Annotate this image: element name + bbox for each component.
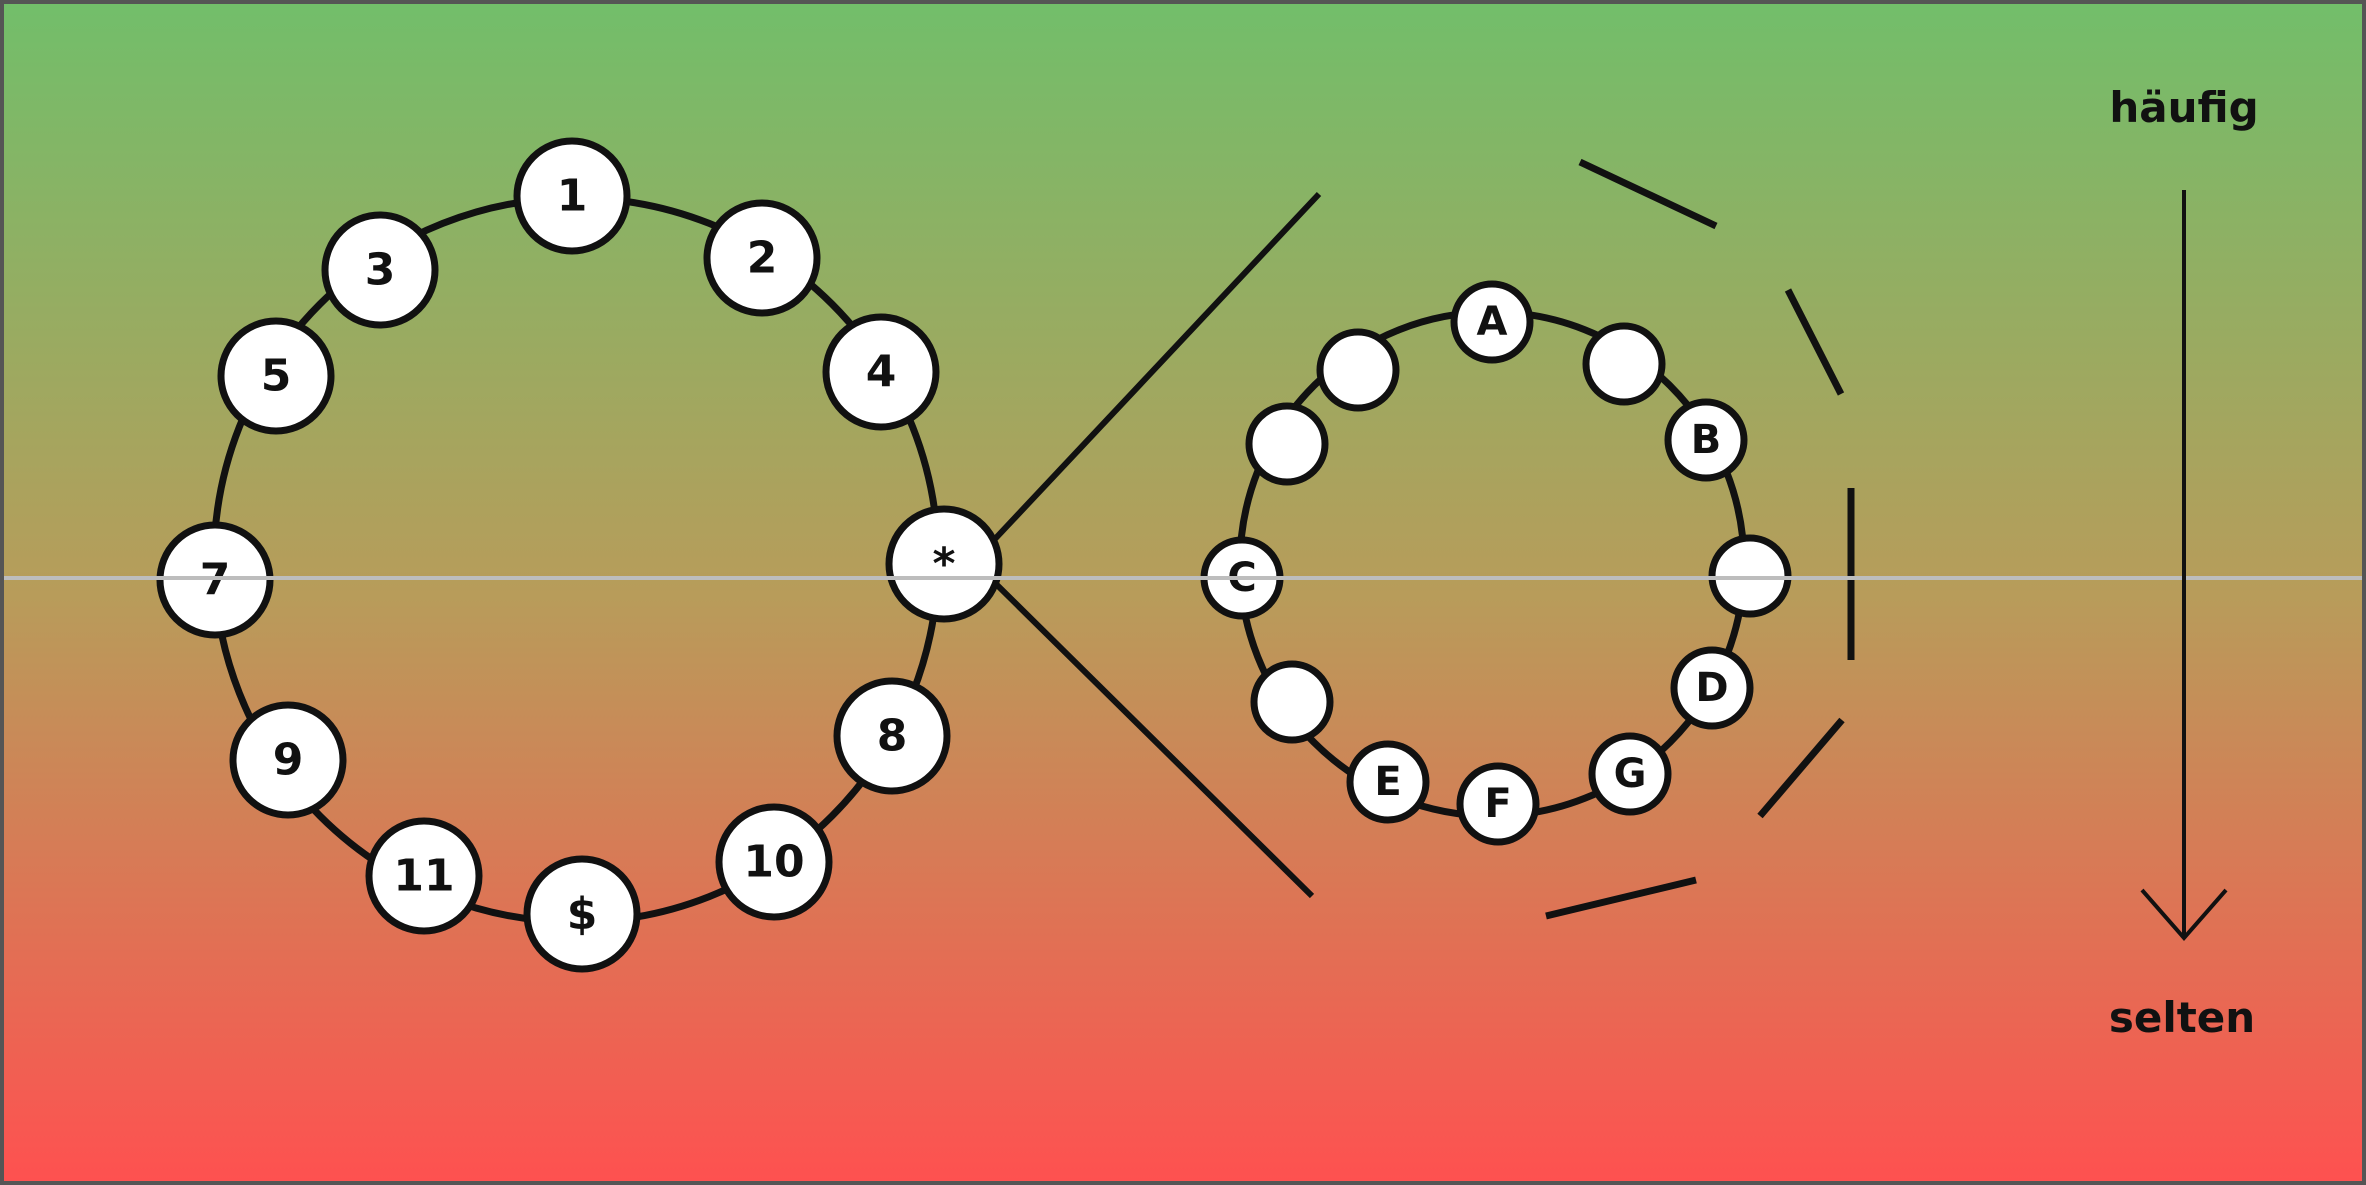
gradient-background	[4, 4, 2362, 1181]
small-ring-node-circle	[1664, 398, 1748, 482]
dash-segment	[1757, 717, 1845, 819]
small-ring-node	[1582, 322, 1666, 406]
large-ring-node-label: 8	[877, 711, 908, 762]
large-ring-node-circle	[833, 677, 951, 795]
large-ring-node: $	[523, 855, 641, 973]
small-ring-node-circle	[1316, 328, 1400, 412]
small-ring-node	[1250, 660, 1334, 744]
large-ring-node-label: 3	[365, 245, 396, 296]
large-ring-node-label: 2	[747, 233, 778, 284]
small-ring-node: B	[1664, 398, 1748, 482]
large-ring-node-circle	[229, 701, 347, 819]
small-ring-node-label: D	[1695, 665, 1728, 711]
large-ring-node-label: 11	[393, 851, 454, 902]
dash-segment	[1545, 876, 1697, 920]
large-ring-node-label: *	[932, 539, 955, 590]
arrow-head-icon	[2140, 888, 2228, 942]
large-ring-node: 3	[321, 211, 439, 329]
legend-bottom-label: selten	[2109, 993, 2255, 1042]
small-ring-node	[1316, 328, 1400, 412]
small-ring-node-label: B	[1691, 417, 1722, 463]
large-ring-node-circle	[523, 855, 641, 973]
small-ring-node-circle	[1250, 660, 1334, 744]
large-ring-node: 10	[715, 803, 833, 921]
legend-top-label: häufig	[2109, 83, 2258, 132]
large-ring-node: 5	[217, 317, 335, 435]
large-ring-node: *	[885, 505, 1003, 623]
large-ring-node-circle	[365, 817, 483, 935]
large-ring-node: 4	[822, 313, 940, 431]
small-ring-node-circle	[1456, 762, 1540, 846]
large-ring-node-circle	[321, 211, 439, 329]
large-ring-node-label: 9	[273, 735, 304, 786]
large-ring-node-label: 10	[743, 837, 804, 888]
small-ring-node-label: E	[1374, 759, 1401, 805]
dash-segment	[1784, 288, 1845, 396]
small-ring-node-circle	[1346, 740, 1430, 824]
large-ring-node-label: 1	[557, 171, 588, 222]
small-ring-node: F	[1456, 762, 1540, 846]
large-ring-node-circle	[885, 505, 1003, 623]
large-ring-node: 11	[365, 817, 483, 935]
outer-dashed-arc	[1545, 158, 1855, 920]
large-ring-node-circle	[703, 199, 821, 317]
large-ring-node-circle	[513, 137, 631, 255]
zoom-line-upper	[991, 191, 1322, 543]
large-ring-node-label: 5	[261, 351, 292, 402]
dash-segment	[1578, 158, 1718, 230]
small-ring-node-label: G	[1614, 751, 1647, 797]
small-ring-node-circle	[1670, 646, 1754, 730]
large-ring-node-circle	[822, 313, 940, 431]
small-ring-node-circle	[1450, 280, 1534, 364]
large-ring-node-circle	[217, 317, 335, 435]
small-ring-node: D	[1670, 646, 1754, 730]
small-ring-node: G	[1588, 732, 1672, 816]
large-ring-node: 2	[703, 199, 821, 317]
large-ring-node-label: $	[567, 889, 598, 940]
large-ring-node: 9	[229, 701, 347, 819]
small-ring-node: E	[1346, 740, 1430, 824]
large-ring-node: 8	[833, 677, 951, 795]
large-ring-node-label: 4	[866, 347, 897, 398]
small-ring-node-label: A	[1477, 299, 1508, 345]
small-ring-node-circle	[1588, 732, 1672, 816]
small-ring-node-label: F	[1484, 781, 1511, 827]
small-ring-node: A	[1450, 280, 1534, 364]
large-ring-node-circle	[715, 803, 833, 921]
small-ring-node-circle	[1582, 322, 1666, 406]
small-ring-node	[1245, 402, 1329, 486]
frequency-legend: häufig selten	[2109, 83, 2259, 1042]
small-ring-node-circle	[1245, 402, 1329, 486]
large-ring-node: 1	[513, 137, 631, 255]
zoom-line-lower	[991, 579, 1315, 899]
